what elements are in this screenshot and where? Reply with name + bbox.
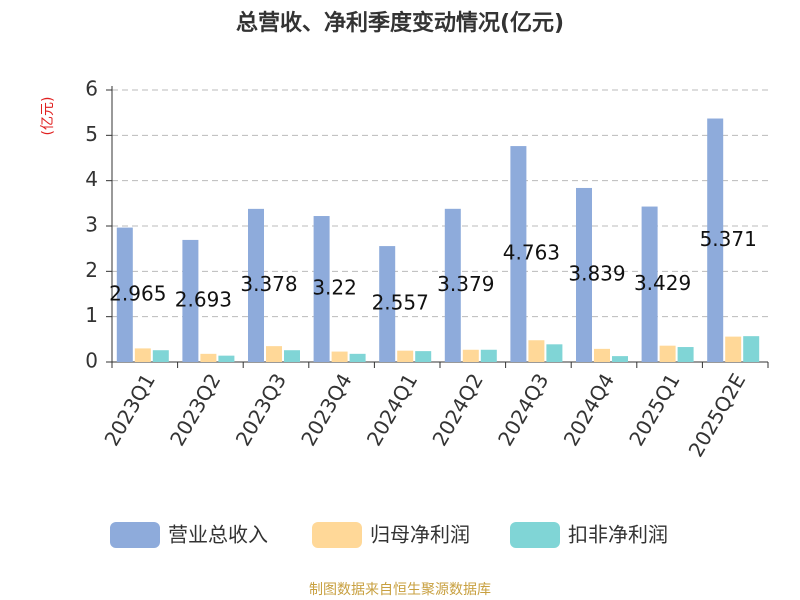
bar bbox=[594, 348, 610, 362]
legend-swatch bbox=[110, 522, 160, 548]
x-tick-label: 2024Q3 bbox=[493, 369, 553, 450]
bar bbox=[707, 118, 724, 362]
x-tick-label: 2024Q4 bbox=[559, 369, 619, 450]
y-tick-label: 3 bbox=[85, 213, 98, 237]
bar bbox=[510, 146, 527, 362]
data-label: 3.378 bbox=[240, 272, 297, 296]
legend-label: 归母净利润 bbox=[370, 523, 470, 547]
bar bbox=[462, 349, 479, 362]
x-tick-label: 2023Q4 bbox=[296, 369, 356, 450]
bar bbox=[313, 216, 330, 362]
bar bbox=[480, 349, 497, 362]
bar bbox=[659, 345, 676, 362]
y-tick-label: 5 bbox=[85, 122, 98, 146]
legend-swatch bbox=[510, 522, 560, 548]
bar bbox=[200, 353, 217, 362]
x-tick-label: 2023Q1 bbox=[99, 369, 159, 450]
bar bbox=[641, 206, 658, 362]
legend-swatch bbox=[312, 522, 362, 548]
x-tick-label: 2025Q2E bbox=[684, 369, 751, 461]
bar bbox=[677, 347, 694, 362]
data-label: 3.429 bbox=[634, 271, 691, 295]
source-note: 制图数据来自恒生聚源数据库 bbox=[309, 582, 491, 598]
y-axis-label: (亿元) bbox=[40, 97, 56, 136]
chart-title: 总营收、净利季度变动情况(亿元) bbox=[236, 10, 564, 36]
bar bbox=[528, 340, 545, 362]
y-tick-label: 4 bbox=[85, 167, 98, 191]
x-tick-label: 2024Q1 bbox=[362, 369, 422, 450]
y-tick-label: 6 bbox=[85, 77, 98, 101]
bar bbox=[182, 239, 199, 362]
bar bbox=[266, 346, 282, 362]
bar bbox=[397, 350, 414, 362]
x-tick-label: 2025Q1 bbox=[624, 369, 684, 450]
bar bbox=[612, 356, 628, 362]
bar bbox=[415, 351, 432, 362]
data-label: 2.557 bbox=[372, 291, 429, 315]
legend-label: 扣非净利润 bbox=[568, 523, 668, 547]
bar bbox=[134, 348, 151, 362]
x-tick-label: 2023Q3 bbox=[231, 369, 291, 450]
bar bbox=[248, 208, 264, 362]
data-label: 3.839 bbox=[568, 261, 625, 285]
bar bbox=[349, 353, 366, 362]
data-label: 5.371 bbox=[700, 227, 757, 251]
data-label: 2.965 bbox=[109, 281, 166, 305]
bar bbox=[576, 187, 592, 362]
x-tick-label: 2023Q2 bbox=[165, 369, 225, 450]
bar bbox=[284, 350, 300, 362]
data-label: 3.379 bbox=[437, 272, 494, 296]
y-tick-label: 1 bbox=[85, 303, 98, 327]
y-tick-label: 0 bbox=[85, 349, 98, 373]
bar bbox=[546, 344, 563, 362]
bar bbox=[743, 336, 760, 362]
y-tick-label: 2 bbox=[85, 258, 98, 282]
bar bbox=[725, 336, 742, 362]
bar bbox=[218, 355, 235, 362]
bar bbox=[444, 208, 461, 362]
bar bbox=[152, 350, 169, 362]
bar bbox=[331, 351, 348, 362]
data-label: 2.693 bbox=[175, 287, 232, 311]
data-label: 4.763 bbox=[503, 241, 560, 265]
x-tick-label: 2024Q2 bbox=[427, 369, 487, 450]
data-label: 3.22 bbox=[312, 276, 357, 300]
legend-label: 营业总收入 bbox=[168, 523, 268, 547]
bar bbox=[379, 246, 396, 362]
bar bbox=[116, 227, 133, 362]
